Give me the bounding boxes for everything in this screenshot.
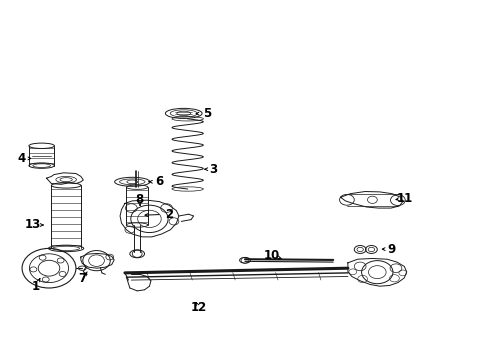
Text: 5: 5 [203, 107, 211, 120]
Text: 12: 12 [190, 301, 207, 314]
Text: 1: 1 [32, 280, 40, 293]
Text: 7: 7 [78, 273, 86, 285]
Text: 11: 11 [396, 192, 413, 204]
Text: 8: 8 [136, 193, 144, 206]
Text: 6: 6 [155, 175, 163, 188]
Text: 4: 4 [18, 152, 26, 165]
Text: 3: 3 [209, 163, 217, 176]
Text: 9: 9 [387, 243, 395, 256]
Text: 2: 2 [165, 208, 173, 221]
Text: 13: 13 [24, 219, 41, 231]
Text: 10: 10 [264, 249, 280, 262]
